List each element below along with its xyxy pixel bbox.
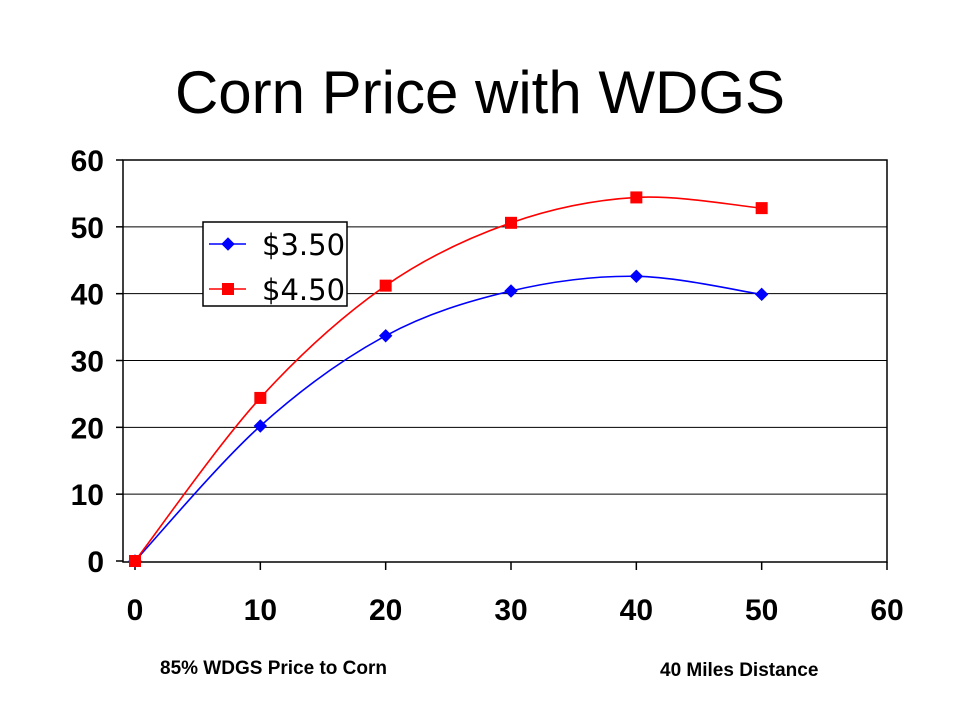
series-group: [128, 191, 769, 568]
data-point-10: [254, 391, 267, 404]
data-point-40: [630, 191, 643, 204]
series-2: [129, 191, 768, 567]
legend: $3.50 $4.50: [202, 221, 348, 307]
series-line: [134, 196, 762, 562]
legend-item-2: $4.50: [209, 273, 345, 307]
y-tick-label: 0: [87, 546, 104, 579]
y-tick-label: 30: [71, 346, 104, 379]
series-1: [128, 269, 769, 568]
y-tick-label: 10: [71, 479, 104, 512]
x-tick-label: 30: [494, 594, 527, 627]
x-tick-label: 0: [127, 594, 144, 627]
data-point-50: [754, 287, 769, 302]
x-tick-label: 20: [369, 594, 402, 627]
series-line: [134, 275, 762, 562]
x-tick-label: 10: [244, 594, 277, 627]
data-point-30: [504, 284, 518, 298]
y-tick-label: 50: [71, 212, 104, 245]
page-title: Corn Price with WDGS: [174, 59, 786, 126]
data-point-20: [378, 329, 393, 343]
distance-note: 40 Miles Distance: [660, 660, 819, 681]
data-point-40: [629, 269, 644, 283]
data-point-10: [253, 419, 268, 433]
x-tick-label: 50: [745, 594, 778, 627]
legend-marker: [221, 237, 235, 251]
y-tick-label: 40: [71, 279, 104, 312]
y-axis-ticks: 0 10 20 30 40 50 60: [71, 145, 123, 579]
legend-label: $3.50: [262, 228, 345, 262]
legend-item-1: $3.50: [209, 228, 345, 262]
data-point-50: [755, 202, 768, 215]
price-ratio-note: 85% WDGS Price to Corn: [160, 658, 387, 679]
x-tick-label: 60: [870, 594, 903, 627]
legend-marker: [222, 283, 234, 295]
data-point-20: [379, 279, 392, 292]
y-tick-label: 60: [71, 145, 104, 178]
x-tick-label: 40: [620, 594, 653, 627]
y-tick-label: 20: [71, 412, 104, 445]
legend-label: $4.50: [262, 273, 345, 307]
x-axis-ticks: 0 10 20 30 40 50 60: [127, 562, 904, 627]
data-point-30: [505, 216, 517, 229]
data-point-0: [129, 555, 141, 567]
